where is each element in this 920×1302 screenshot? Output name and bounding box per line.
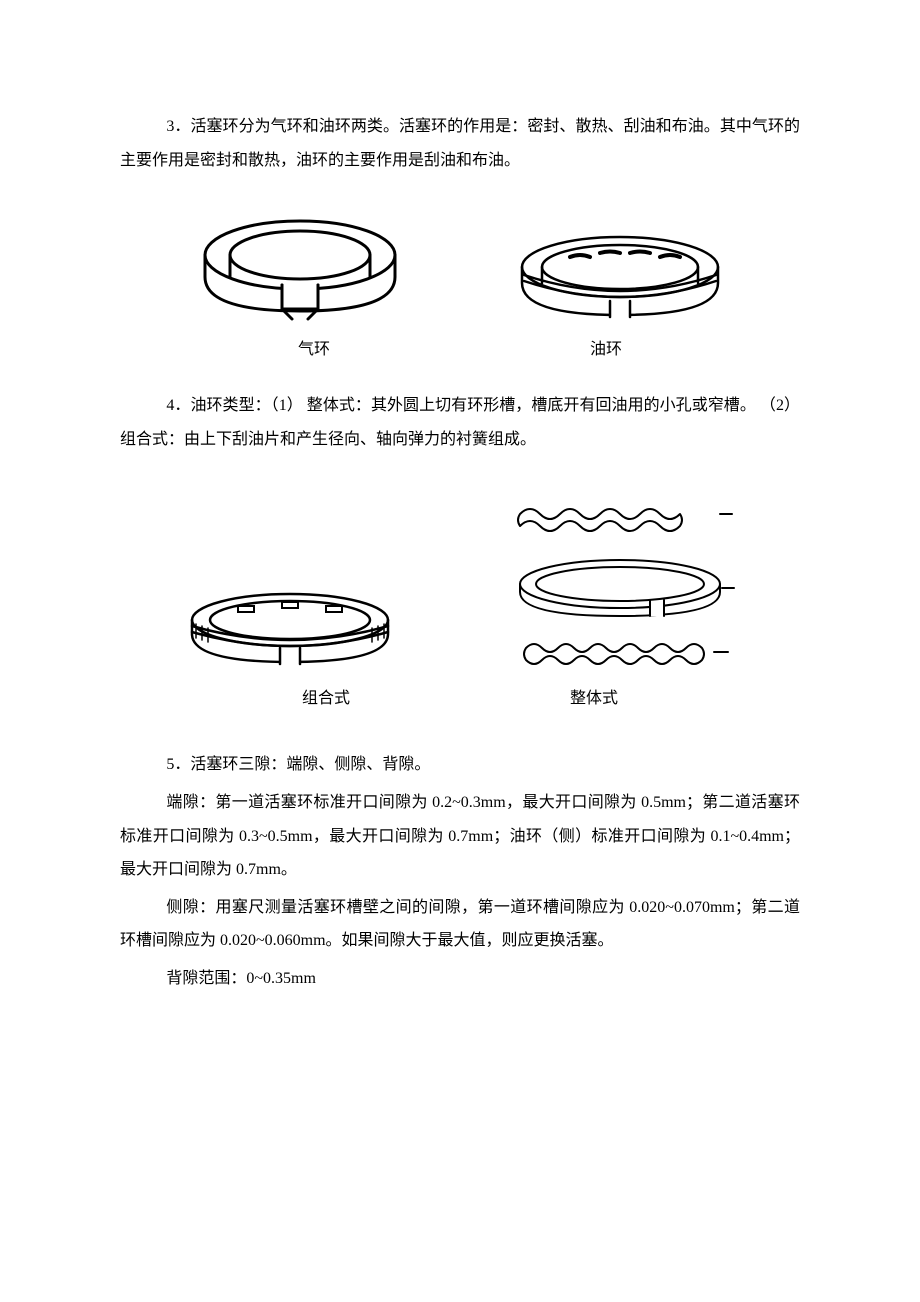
oil-ring-icon [510,225,730,325]
figure-gas-ring [190,205,410,325]
paragraph-3: 3．活塞环分为气环和油环两类。活塞环的作用是：密封、散热、刮油和布油。其中气环的… [120,110,800,177]
paragraph-5c: 背隙范围：0~0.35mm [120,962,800,996]
caption-combined: 组合式 [302,684,350,708]
caption-integral: 整体式 [570,684,618,708]
combined-ring-icon [180,574,400,674]
figure-row-2-captions: 组合式 整体式 [120,684,800,708]
integral-ring-icon [500,484,740,674]
figure-row-2 [120,484,800,674]
figure-row-1-captions: 气环 油环 [120,335,800,359]
paragraph-5b: 侧隙：用塞尺测量活塞环槽壁之间的间隙，第一道环槽间隙应为 0.020~0.070… [120,891,800,958]
figure-combined [180,574,400,674]
figure-row-1 [120,205,800,325]
caption-oil-ring: 油环 [590,335,622,359]
figure-oil-ring [510,225,730,325]
paragraph-5: 5．活塞环三隙：端隙、侧隙、背隙。 [120,748,800,782]
paragraph-5a: 端隙：第一道活塞环标准开口间隙为 0.2~0.3mm，最大开口间隙为 0.5mm… [120,786,800,887]
caption-gas-ring: 气环 [298,335,330,359]
figure-integral [500,484,740,674]
paragraph-4: 4．油环类型：（1） 整体式：其外圆上切有环形槽，槽底开有回油用的小孔或窄槽。 … [120,389,800,456]
gas-ring-icon [190,205,410,325]
